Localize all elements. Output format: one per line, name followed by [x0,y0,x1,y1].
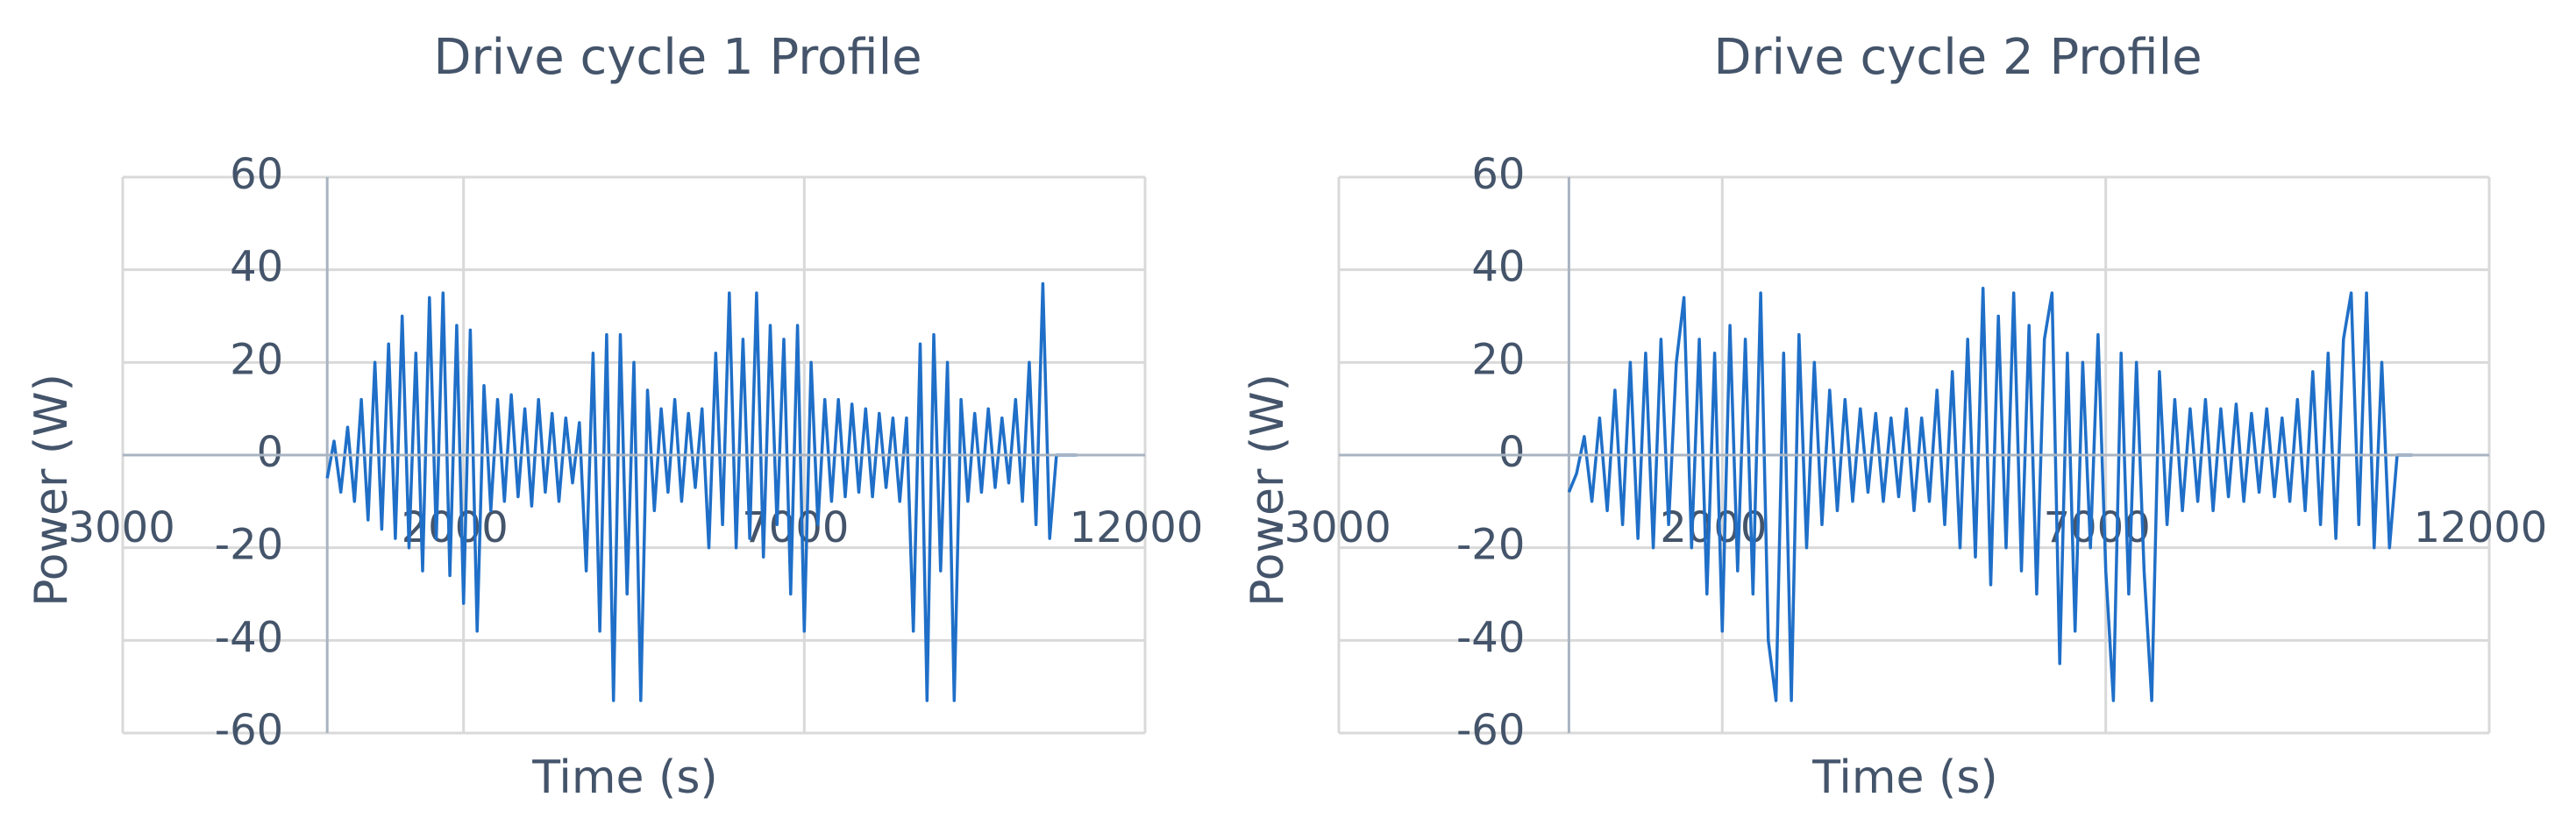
y-tick-label: -40 [1456,613,1525,662]
y-axis-title: Power (W) [1242,374,1294,607]
x-tick-label: 12000 [2414,503,2548,552]
y-axis-title: Power (W) [25,374,78,607]
x-tick-label: 12000 [1070,503,1204,552]
data-line [325,281,1078,702]
x-tick-label: -3000 [53,503,174,552]
y-tick-label: 0 [257,428,284,477]
data-line [1567,287,2413,702]
y-tick-label: 20 [230,335,283,384]
x-tick-label: 7000 [742,503,849,552]
y-tick-label: -40 [215,613,283,662]
y-tick-label: 60 [230,150,283,199]
y-tick-label: 0 [1498,428,1526,477]
x-axis-title: Time (s) [1811,751,1997,804]
y-tick-label: 20 [1471,335,1525,384]
y-tick-label: -60 [1456,706,1525,755]
y-tick-label: -20 [1456,521,1525,570]
x-axis-title: Time (s) [531,751,717,804]
x-tick-label: 7000 [2044,503,2151,552]
y-tick-label: -20 [215,521,283,570]
chart-title: Drive cycle 2 Profile [1713,29,2202,86]
y-tick-label: 60 [1471,150,1525,199]
y-tick-label: 40 [230,243,283,292]
x-tick-label: -3000 [1269,503,1391,552]
y-tick-label: -60 [215,706,283,755]
chart-title: Drive cycle 1 Profile [433,29,922,86]
y-tick-label: 40 [1471,243,1525,292]
